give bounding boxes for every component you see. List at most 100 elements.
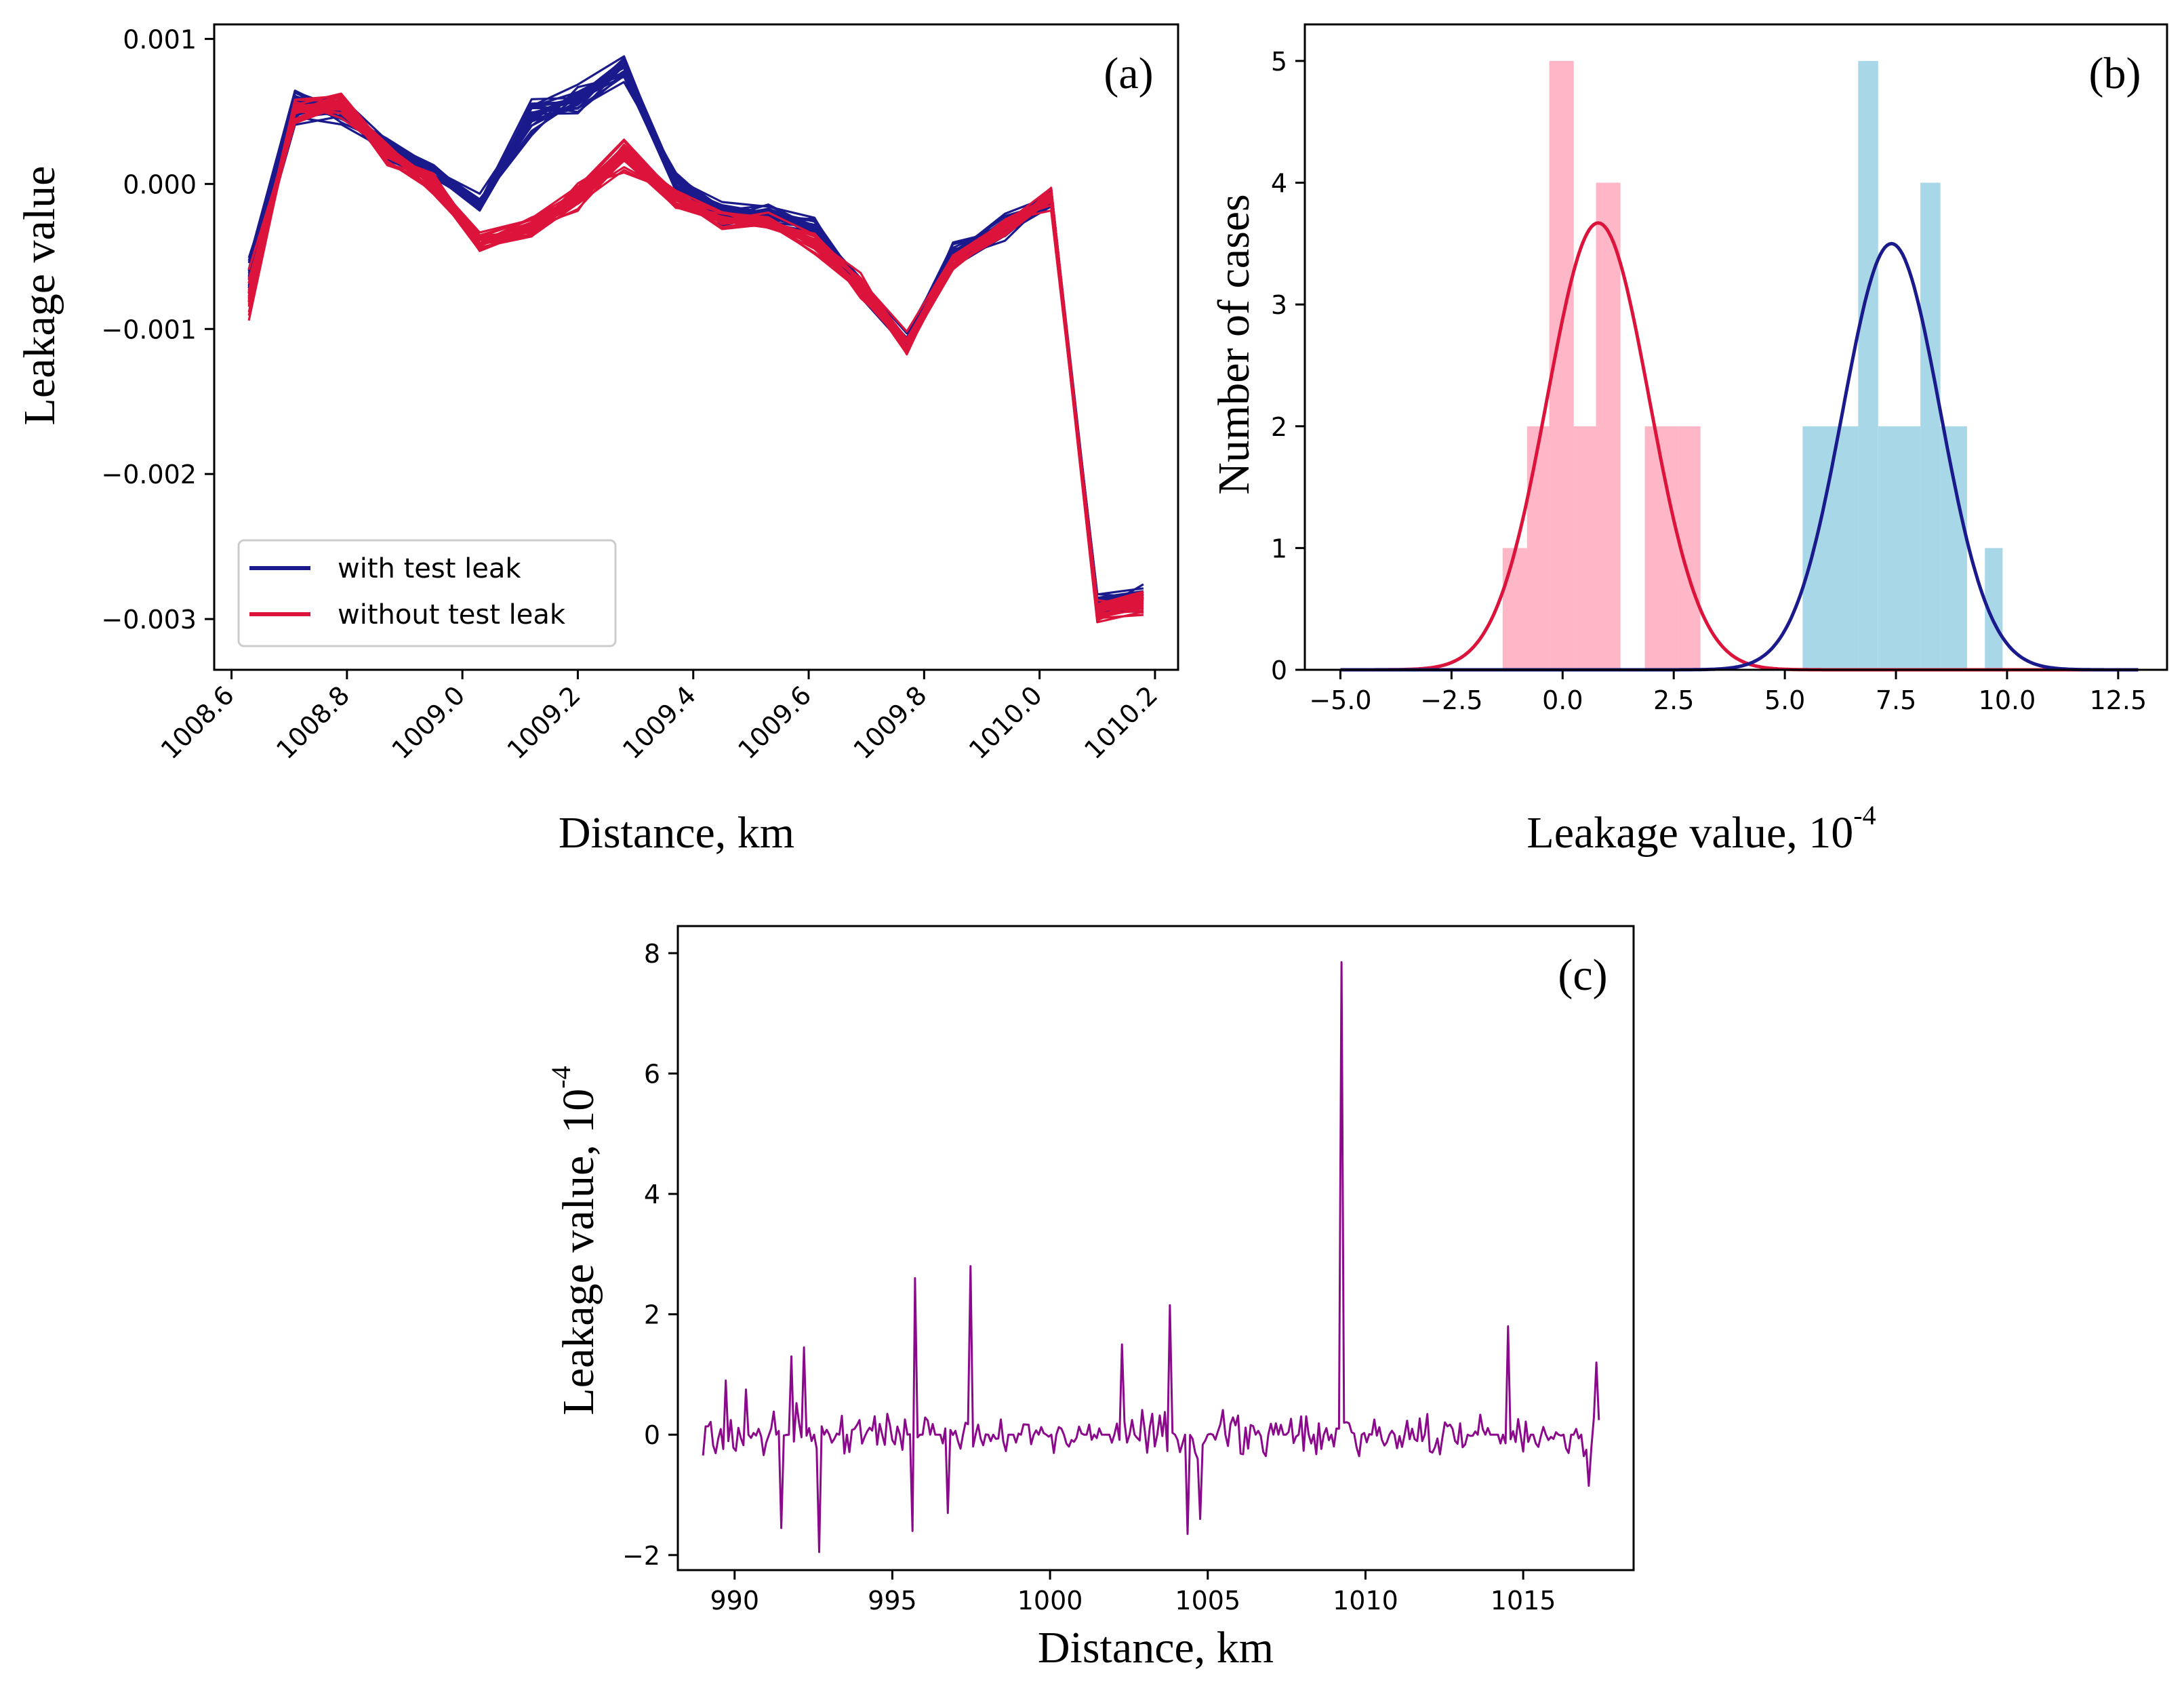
series-line-without-leak: [247, 98, 1144, 607]
y-tick-label: −0.003: [101, 605, 197, 635]
panel-c-y-ticks: 8 6 4 2 0 −2: [622, 939, 678, 1571]
histogram-bar: [1878, 426, 1921, 670]
y-tick-label: 4: [1271, 169, 1287, 199]
fit-curve-without-leak: [1340, 221, 2139, 672]
x-tick-label: 10.0: [1979, 685, 2036, 715]
panel-c-label: (c): [1558, 950, 1607, 1000]
series-line-without-leak: [247, 104, 1144, 616]
histogram-bar: [1940, 426, 1967, 670]
panel-b-y-ticks: 0 1 2 3 4 5: [1271, 47, 1305, 685]
y-tick-label: −2: [622, 1541, 660, 1571]
panel-a-label: (a): [1104, 49, 1153, 98]
panel-c-axes-frame: [676, 925, 1635, 1571]
legend-label-without-leak: without test leak: [338, 599, 566, 630]
panel-a: 1008.6 1008.8 1009.0 1009.2 1009.4 1009.6 1009…: [15, 23, 1179, 858]
panel-a-legend: with test leak without test leak: [237, 539, 617, 647]
panel-c-x-axis-label: Distance, km: [1038, 1623, 1274, 1672]
panel-b-y-axis-label: Number of cases: [1209, 194, 1259, 495]
x-tick-label: 1010.0: [963, 680, 1048, 765]
series-line-without-leak: [247, 98, 1144, 615]
series-line-without-leak: [247, 99, 1144, 613]
panel-b-histogram-bars: [1502, 60, 2003, 670]
x-tick-label: 1009.0: [386, 680, 470, 765]
panel-c-y-axis-label-base: Leakage value, 10: [554, 1089, 603, 1416]
histogram-bar: [1502, 548, 1527, 670]
x-tick-label: 1005: [1175, 1586, 1240, 1616]
y-tick-label: 1: [1271, 534, 1287, 563]
x-tick-label: 1009.2: [502, 680, 586, 765]
histogram-bar: [1920, 182, 1941, 670]
histogram-bar: [1573, 426, 1596, 670]
series-line-without-leak: [247, 96, 1144, 608]
panel-b-label: (b): [2089, 49, 2141, 98]
panel-b-x-ticks: −5.0 −2.5 0.0 2.5 5.0 7.5 10.0 12.5: [1309, 670, 2147, 715]
legend-label-with-leak: with test leak: [338, 553, 521, 584]
x-tick-label: 1010: [1333, 1586, 1398, 1616]
x-tick-label: 12.5: [2090, 685, 2147, 715]
series-line-without-leak: [247, 94, 1144, 609]
series-line-without-leak: [247, 100, 1144, 607]
x-tick-label: 7.5: [1876, 685, 1916, 715]
series-line-without-leak: [247, 102, 1144, 614]
y-tick-label: 0.001: [123, 24, 197, 54]
series-line-without-leak: [247, 108, 1144, 611]
series-line-without-leak: [247, 92, 1144, 616]
x-tick-label: 1008.8: [270, 680, 355, 765]
x-tick-label: 1015: [1491, 1586, 1556, 1616]
series-line-without-leak: [247, 104, 1144, 620]
x-tick-label: 1000: [1017, 1586, 1083, 1616]
x-tick-label: 0.0: [1542, 685, 1583, 715]
x-tick-label: 1009.8: [848, 680, 933, 765]
series-line-without-leak: [247, 98, 1144, 605]
series-line-without-leak: [247, 106, 1144, 614]
series-line-without-leak: [247, 100, 1144, 614]
fit-curve-with-leak: [1340, 241, 2139, 672]
panel-c-y-axis-label-exponent: -4: [546, 1066, 576, 1088]
x-tick-label: 995: [868, 1586, 917, 1616]
leakage-profile-line: [702, 961, 1600, 1553]
x-tick-label: 1008.6: [155, 680, 240, 765]
y-tick-label: 3: [1271, 290, 1287, 320]
panel-c: 990 995 1000 1005 1010 1015 8 6 4 2 0 −2 (c) Dista…: [546, 925, 1635, 1672]
panel-b-x-axis-label-base: Leakage value, 10: [1526, 808, 1853, 858]
series-line-without-leak: [247, 103, 1144, 610]
histogram-bar: [1802, 426, 1859, 670]
panel-a-x-ticks: 1008.6 1008.8 1009.0 1009.2 1009.4 1009.6 1009…: [155, 670, 1163, 765]
y-tick-label: 2: [1271, 412, 1287, 442]
y-tick-label: 6: [644, 1060, 660, 1089]
histogram-bar: [1526, 426, 1550, 670]
y-tick-label: 2: [644, 1300, 660, 1330]
x-tick-label: −2.5: [1420, 685, 1482, 715]
panel-b-axes-frame: [1303, 23, 2168, 671]
y-tick-label: −0.001: [101, 315, 197, 344]
series-line-without-leak: [247, 100, 1144, 608]
y-tick-label: 5: [1271, 47, 1287, 77]
panel-c-y-axis-label: Leakage value, 10-4: [546, 1066, 603, 1415]
panel-a-axes-frame: [213, 23, 1179, 671]
y-tick-label: −0.002: [101, 460, 197, 489]
series-line-without-leak: [247, 100, 1144, 609]
y-tick-label: 8: [644, 939, 660, 969]
panel-c-plot-line: [702, 961, 1600, 1553]
series-line-without-leak: [247, 103, 1144, 624]
panel-a-plot-lines: [247, 55, 1144, 624]
x-tick-label: 5.0: [1764, 685, 1805, 715]
panel-a-x-axis-label: Distance, km: [559, 808, 794, 858]
x-tick-label: 2.5: [1653, 685, 1694, 715]
x-tick-label: −5.0: [1309, 685, 1371, 715]
panel-c-x-ticks: 990 995 1000 1005 1010 1015: [710, 1570, 1556, 1616]
panel-a-y-ticks: 0.001 0.000 −0.001 −0.002 −0.003: [101, 24, 214, 635]
x-tick-label: 1010.2: [1078, 680, 1163, 765]
x-tick-label: 1009.6: [732, 680, 817, 765]
series-line-without-leak: [247, 94, 1144, 607]
legend-box: [237, 539, 617, 647]
histogram-bar: [1858, 60, 1878, 670]
panel-b-fit-curves: [1340, 221, 2139, 672]
y-tick-label: 4: [644, 1180, 660, 1209]
x-tick-label: 990: [710, 1586, 759, 1616]
histogram-bar: [1596, 182, 1621, 670]
panel-b-x-axis-label-exponent: -4: [1853, 800, 1876, 830]
y-tick-label: 0.000: [123, 169, 197, 199]
